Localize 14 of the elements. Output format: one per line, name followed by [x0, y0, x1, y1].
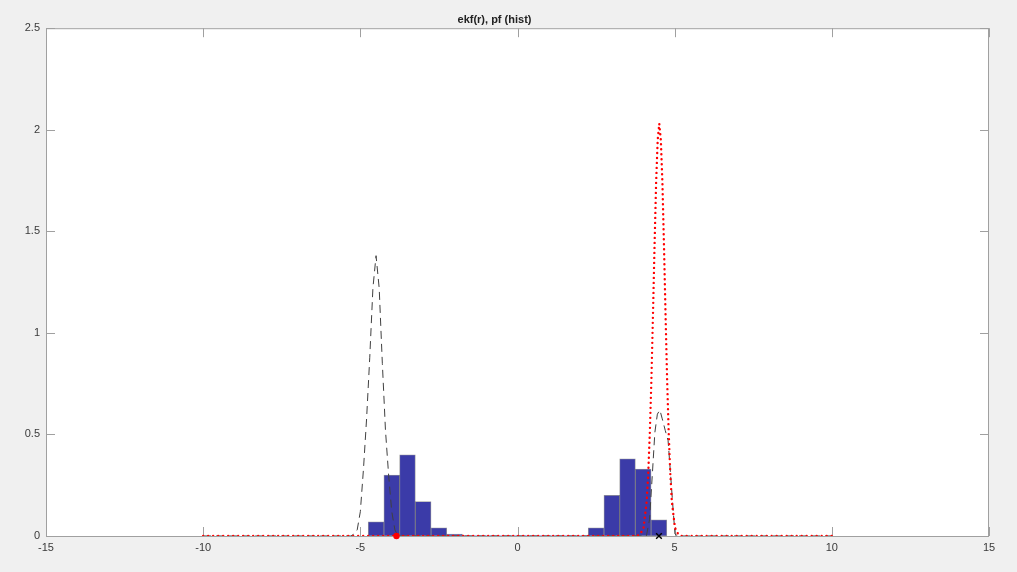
x-tick-label: -5 — [355, 540, 366, 553]
y-tick-label: 0.5 — [24, 427, 40, 440]
x-tick-label: -15 — [38, 540, 54, 553]
x-tick-label: 0 — [514, 540, 521, 553]
y-tick-label: 1 — [33, 325, 40, 338]
y-tick-label: 2 — [33, 122, 40, 135]
x-tick-label: -10 — [195, 540, 212, 553]
y-tick-label: 1.5 — [24, 224, 40, 237]
x-tick-label: 10 — [825, 540, 838, 553]
y-tick-label: 0 — [33, 529, 40, 542]
x-tick-label: 15 — [982, 540, 996, 553]
x-tick-label: 5 — [671, 540, 678, 553]
y-tick-label: 2.5 — [24, 21, 40, 34]
chart-title: ekf(r), pf (hist) — [457, 12, 532, 25]
